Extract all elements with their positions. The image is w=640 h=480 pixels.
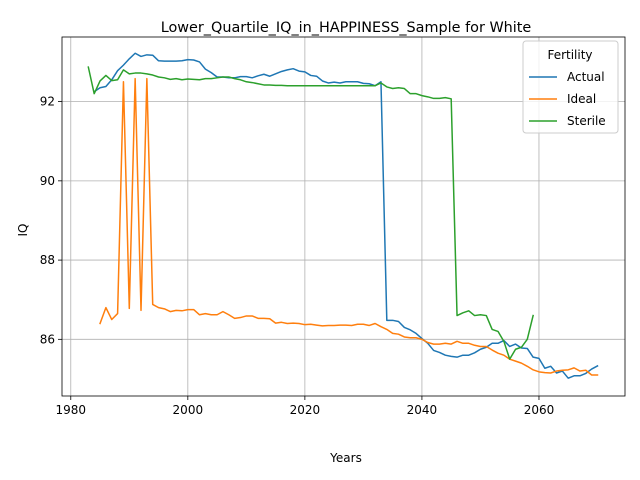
series-line-ideal [99, 77, 599, 376]
series-layer [87, 52, 599, 379]
y-tick-label: 88 [40, 253, 55, 267]
y-tick-label: 92 [40, 95, 55, 109]
legend-box [522, 40, 619, 134]
legend: Fertility Actual Ideal Sterile [522, 40, 619, 134]
chart-title: Lower_Quartile_IQ_in_HAPPINESS_Sample fo… [161, 20, 532, 36]
grid [62, 37, 625, 396]
x-tick-label: 2000 [173, 403, 204, 417]
plot-frame [61, 36, 626, 397]
legend-items: Actual Ideal Sterile [529, 70, 606, 128]
axes: 1980 2000 2020 2040 2060 86 88 90 92 [40, 95, 555, 417]
series-line-sterile [87, 66, 535, 360]
x-tick-label: 2060 [524, 403, 555, 417]
x-tick-label: 2020 [290, 403, 321, 417]
series-line-actual [93, 52, 599, 379]
x-tick-label: 1980 [56, 403, 87, 417]
x-axis-label: Years [329, 451, 362, 465]
y-tick-label: 90 [40, 174, 55, 188]
legend-label-sterile: Sterile [567, 114, 606, 128]
legend-label-actual: Actual [567, 70, 605, 84]
y-axis-label: IQ [16, 224, 30, 237]
x-tick-label: 2040 [407, 403, 438, 417]
y-tick-label: 86 [40, 332, 55, 346]
legend-label-ideal: Ideal [567, 92, 596, 106]
legend-title: Fertility [547, 48, 592, 62]
